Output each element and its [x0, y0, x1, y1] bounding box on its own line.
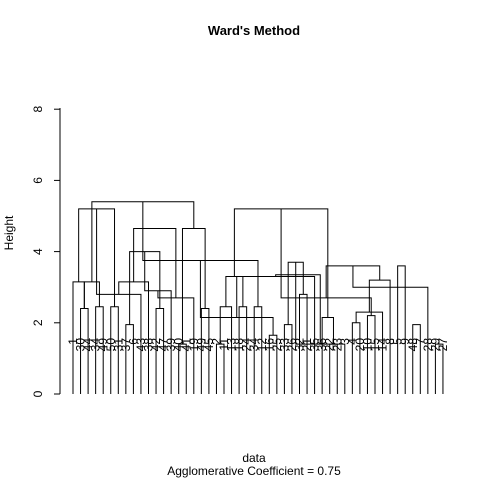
leaf-label: 31: [111, 338, 125, 352]
leaf-label: 49: [96, 338, 110, 352]
merge-link-44: [352, 265, 429, 394]
leaf-label: 21: [300, 338, 314, 352]
leaf-label: 43: [134, 338, 148, 352]
leaf-label: 7: [413, 338, 427, 345]
y-tick-label: 4: [31, 248, 45, 255]
leaf-label: 20: [353, 338, 367, 352]
leaf-label: 41: [179, 338, 193, 352]
leaf-label: 13: [225, 338, 239, 352]
chart-title: Ward's Method: [208, 23, 300, 38]
leaf-label: 47: [157, 338, 171, 352]
y-tick-label: 6: [31, 177, 45, 184]
merge-link-43: [412, 324, 421, 394]
merge-link-4: [72, 281, 85, 394]
leaf-label: 23: [330, 338, 344, 352]
leaf-label: 39: [164, 338, 178, 352]
leaf-label: 22: [323, 338, 337, 352]
leaf-label: 10: [360, 338, 374, 352]
leaf-label: 37: [119, 338, 133, 352]
leaf-labels: 1304434495031376433842473940411949452111…: [66, 338, 450, 352]
leaf-label: 15: [368, 338, 382, 352]
leaf-label: 4: [345, 338, 359, 345]
merge-link-34: [275, 274, 321, 345]
merge-link-40: [368, 279, 391, 394]
x-axis-label: data: [242, 451, 266, 465]
dendrogram-tree: [72, 201, 444, 394]
leaf-label: 29: [428, 338, 442, 352]
leaf-label: 14: [376, 338, 390, 352]
leaf-label: 19: [187, 338, 201, 352]
merge-link-23: [225, 276, 244, 307]
leaf-label: 18: [232, 338, 246, 352]
merge-link-36: [351, 322, 361, 394]
merge-link-37: [366, 315, 376, 394]
leaf-label: 36: [315, 338, 329, 352]
leaf-label: 6: [126, 338, 140, 345]
y-axis-label: Height: [2, 215, 16, 250]
leaf-label: 9: [398, 338, 412, 345]
leaf-label: 44: [81, 338, 95, 352]
leaf-label: 28: [421, 338, 435, 352]
leaf-label: 50: [104, 338, 118, 352]
leaf-label: 40: [172, 338, 186, 352]
leaf-label: 26: [285, 338, 299, 352]
leaf-label: 11: [217, 338, 231, 351]
coefficient-subtitle: Agglomerative Coefficient = 0.75: [167, 464, 341, 478]
leaf-label: 3: [338, 338, 352, 345]
leaf-label: 34: [247, 338, 261, 352]
leaf-label: 12: [255, 338, 269, 352]
leaf-label: 16: [262, 338, 276, 352]
merge-link-17: [133, 227, 177, 298]
leaf-label: 42: [149, 338, 163, 352]
leaf-label: 8: [383, 338, 397, 345]
leaf-label: 24: [240, 338, 254, 352]
merge-link-26: [283, 324, 293, 394]
leaf-label: 38: [142, 338, 156, 352]
leaf-label: 48: [406, 338, 420, 352]
merge-link-7: [125, 324, 134, 394]
leaf-label: 27: [436, 338, 450, 352]
y-tick-label: 0: [31, 390, 45, 397]
y-tick-label: 8: [31, 106, 45, 113]
leaf-label: 1: [66, 338, 80, 345]
leaf-label: 34: [89, 338, 103, 352]
leaf-label: 5: [391, 338, 405, 345]
merge-link-5: [83, 281, 100, 309]
merge-link-45: [434, 343, 444, 394]
leaf-label: 35: [308, 338, 322, 352]
y-tick-label: 2: [31, 319, 45, 326]
merge-link-33: [321, 316, 334, 394]
leaf-label: 49: [194, 338, 208, 352]
leaf-label: 2: [209, 338, 223, 345]
leaf-label: 30: [74, 338, 88, 352]
leaf-label: 45: [202, 338, 216, 352]
merge-link-41: [397, 265, 406, 394]
y-axis-ticks: 0 2 4 6 8: [31, 106, 60, 397]
leaf-label: 32: [293, 338, 307, 352]
leaf-label: 33: [277, 338, 291, 352]
leaf-label: 25: [270, 338, 284, 352]
merge-link-19: [215, 343, 225, 394]
